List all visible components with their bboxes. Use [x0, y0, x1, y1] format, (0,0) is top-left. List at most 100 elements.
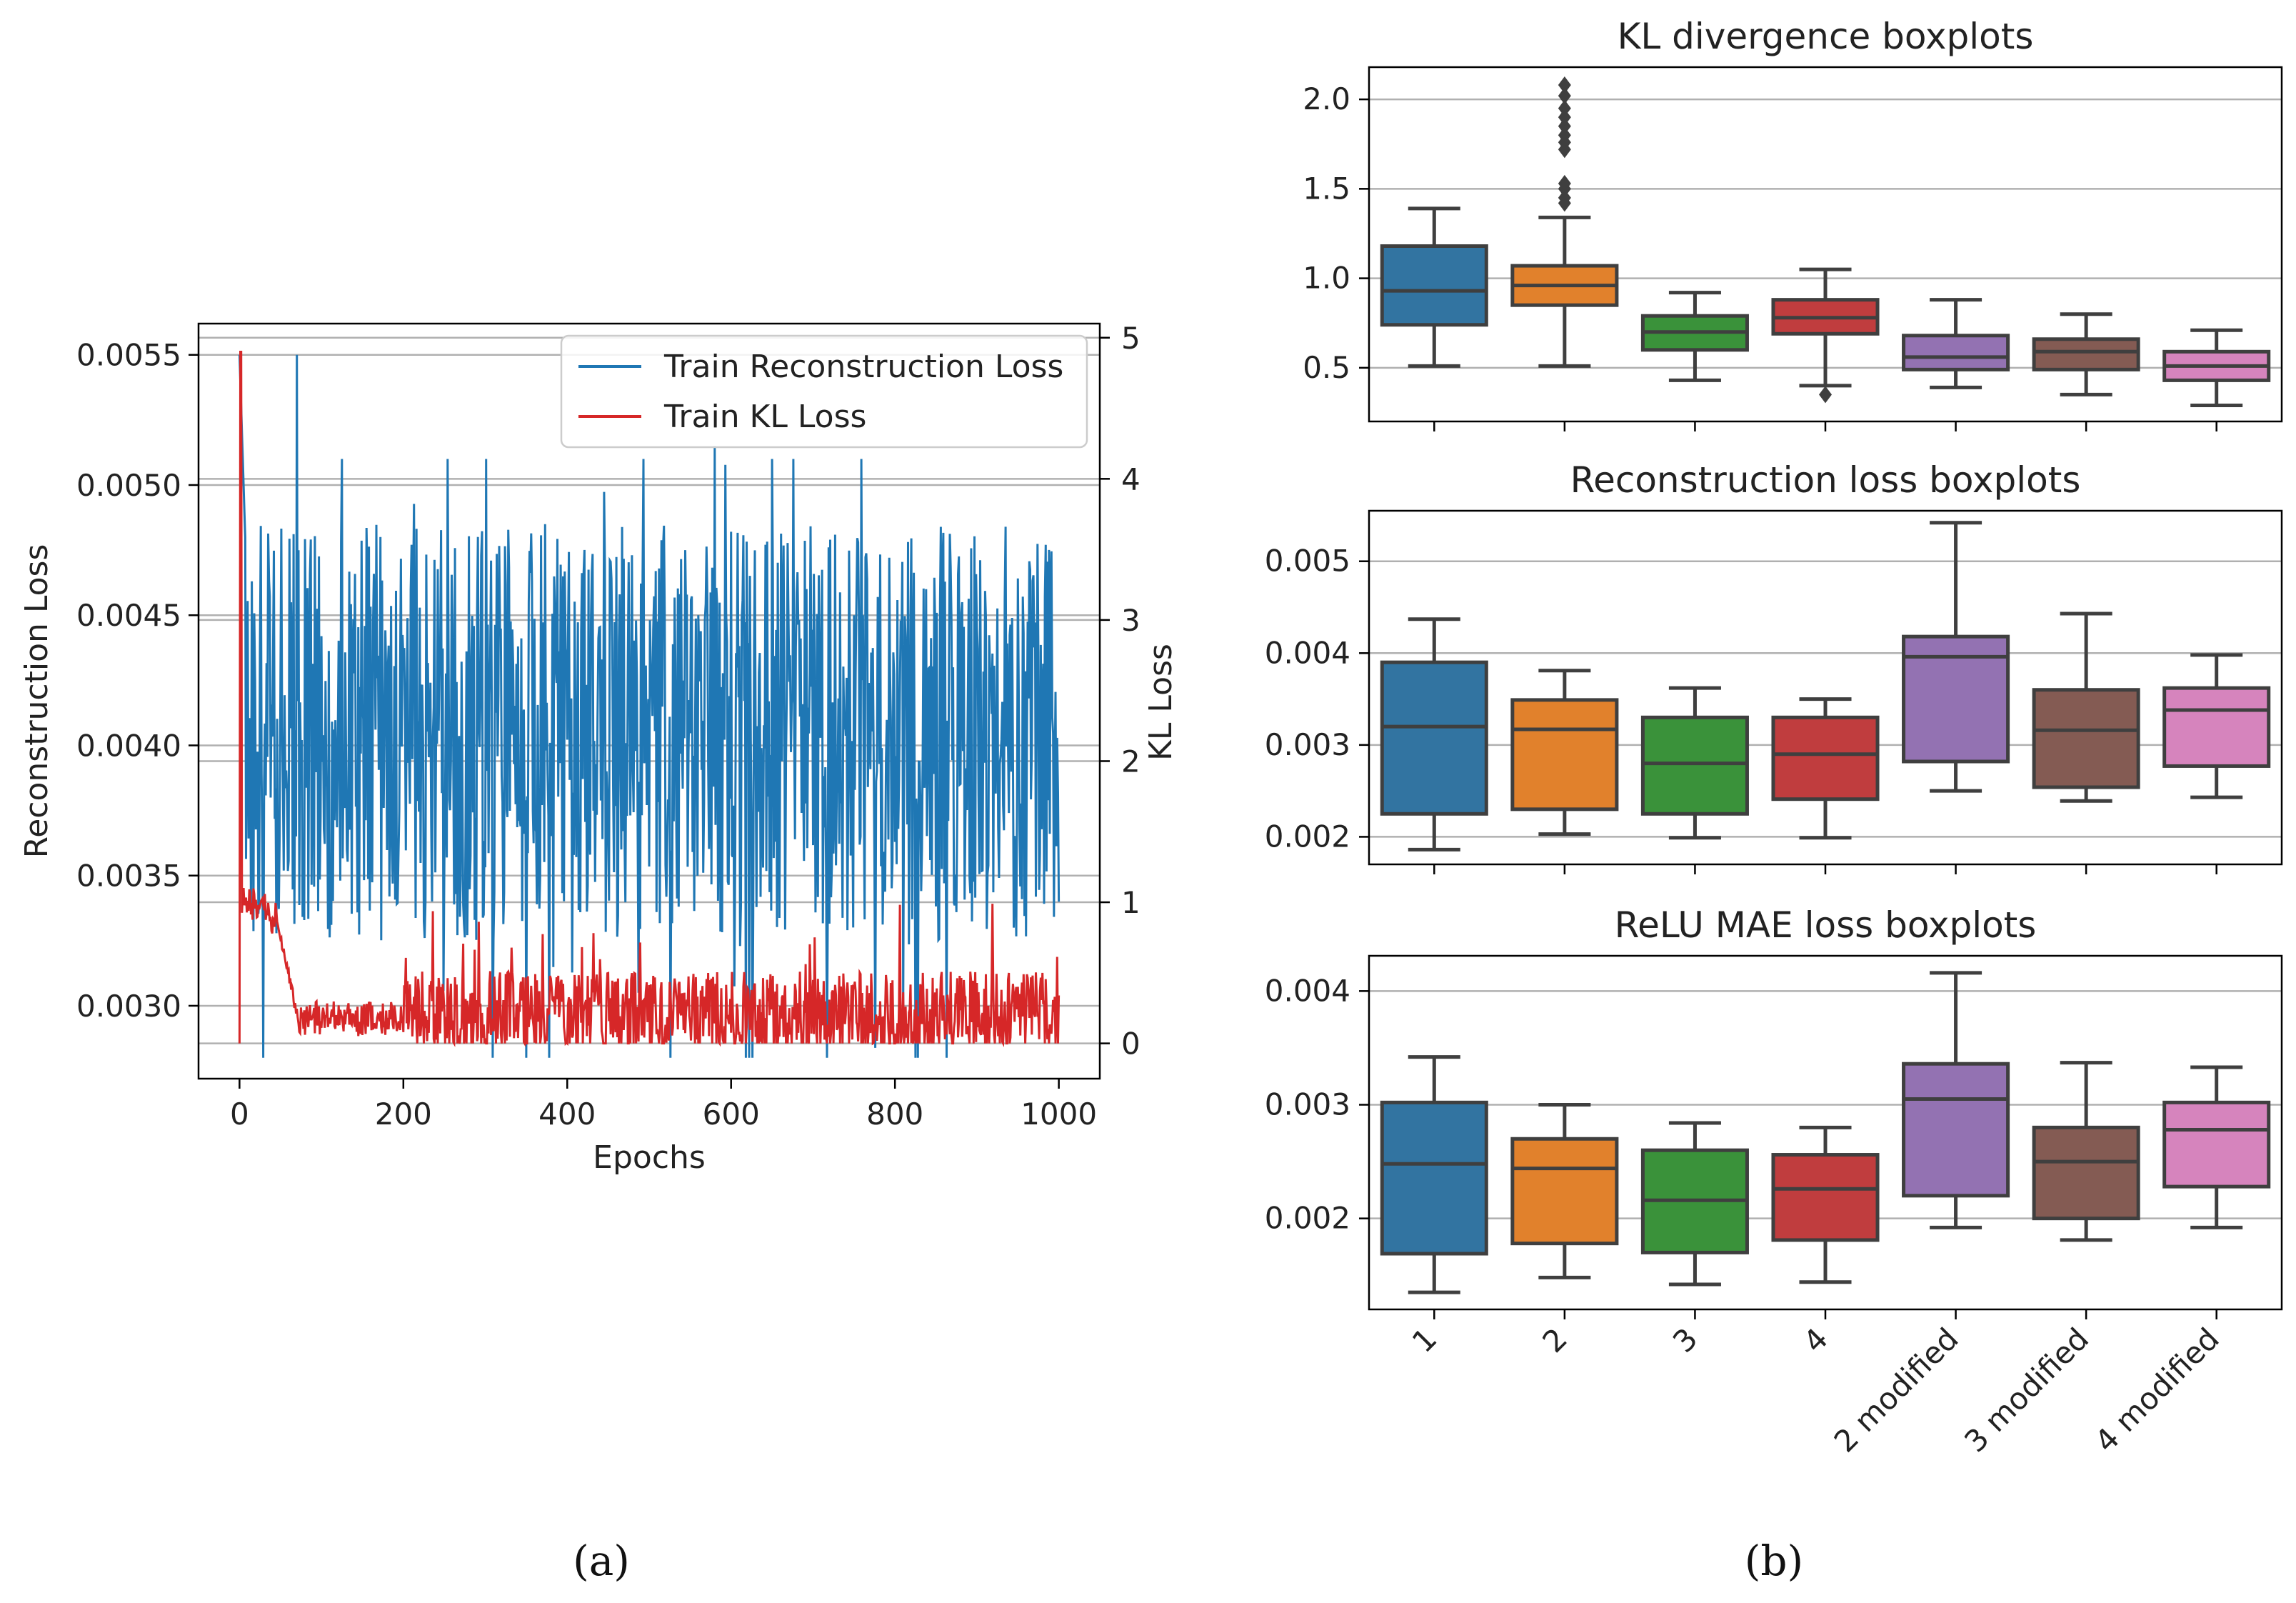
box-3 [1640, 1121, 1749, 1287]
x-tick-label: 600 [703, 1097, 760, 1132]
box-body [1380, 660, 1488, 816]
y-left-tick-label: 0.0045 [76, 598, 181, 633]
subplot-title: Reconstruction loss boxplots [1570, 459, 2081, 501]
box-4 [1771, 697, 1880, 840]
legend-label-kl: Train KL Loss [663, 399, 866, 435]
x-tick-label: 3 [1666, 1321, 1705, 1359]
box-body [1771, 1153, 1880, 1242]
box-body [1771, 715, 1880, 802]
y-right-tick-label: 1 [1121, 885, 1141, 920]
y-tick-label: 1.5 [1303, 171, 1350, 206]
y-tick-label: 0.003 [1265, 1087, 1350, 1122]
panel-b: 0.51.01.52.0KL divergence boxplots0.0020… [1265, 16, 2283, 1585]
y-tick-label: 0.004 [1265, 973, 1350, 1008]
legend: Train Reconstruction Loss Train KL Loss [560, 334, 1088, 449]
box-1 [1380, 617, 1488, 852]
series-line-kl [238, 351, 1061, 1048]
flier-point [1558, 87, 1571, 105]
x-tick-label: 800 [866, 1097, 923, 1132]
y-axis-left-label: Reconstruction Loss [19, 544, 55, 859]
box-body [1510, 698, 1619, 812]
x-tick-label: 3 modified [1957, 1321, 2095, 1459]
y-tick-label: 0.004 [1265, 635, 1350, 670]
box-4 [1771, 267, 1880, 404]
box-body [1380, 244, 1488, 327]
flier-point [1558, 189, 1571, 206]
box-2-modified [1902, 971, 2010, 1229]
x-tick-label: 4 modified [2088, 1321, 2226, 1459]
x-axis-label: Epochs [593, 1139, 706, 1176]
box-3 [1640, 291, 1749, 382]
y-left-tick-label: 0.0055 [76, 338, 181, 373]
panel-a: 0 200 400 600 800 1000 0.0030 0.0035 0.0040 0.004… [19, 321, 1179, 1585]
box-3 [1640, 686, 1749, 840]
box-body [2162, 1100, 2271, 1189]
box-body [1510, 1137, 1619, 1246]
box-3-modified [2032, 1061, 2140, 1242]
box-1 [1380, 206, 1488, 368]
box-2-modified [1902, 298, 2010, 389]
y-left-tick-label: 0.0030 [76, 989, 181, 1024]
box-body [1380, 1100, 1488, 1256]
box-body [2032, 1125, 2140, 1221]
y-tick-label: 0.002 [1265, 1201, 1350, 1236]
x-tick-label: 4 [1797, 1321, 1835, 1359]
y-right-tick-label: 4 [1121, 461, 1141, 496]
y-right-tick-label: 0 [1121, 1027, 1141, 1062]
box-3-modified [2032, 611, 2140, 803]
box-3-modified [2032, 312, 2140, 396]
y-right-tick-label: 2 [1121, 744, 1141, 779]
box-4-modified [2162, 328, 2271, 407]
y-left-tick-label: 0.0040 [76, 728, 181, 763]
x-tick-label: 400 [538, 1097, 596, 1132]
series-line-reconstruction [238, 354, 1061, 1058]
legend-label-reconstruction: Train Reconstruction Loss [663, 349, 1063, 385]
flier-point [1558, 76, 1571, 94]
x-tick-label: 200 [375, 1097, 432, 1132]
box-body [2162, 686, 2271, 768]
caption-a: (a) [573, 1537, 630, 1585]
box-2 [1510, 669, 1619, 837]
flier-point [1558, 174, 1571, 192]
box-body [1640, 715, 1749, 816]
flier-point [1558, 117, 1571, 135]
subplot-title: ReLU MAE loss boxplots [1615, 904, 2037, 946]
box-1 [1380, 1055, 1488, 1294]
y-left-tick-label: 0.0050 [76, 468, 181, 503]
x-tick-label: 0 [230, 1097, 249, 1132]
y-tick-label: 0.003 [1265, 727, 1350, 762]
box-2 [1510, 1103, 1619, 1279]
y-tick-label: 0.5 [1303, 350, 1350, 385]
flier-point [1558, 126, 1571, 144]
x-tick-label: 2 [1535, 1321, 1574, 1359]
x-tick-label: 1000 [1021, 1097, 1097, 1132]
y-tick-label: 0.002 [1265, 819, 1350, 854]
flier-point [1558, 109, 1571, 126]
plot-frame-a [197, 322, 1101, 1080]
subplot-title: KL divergence boxplots [1618, 16, 2034, 57]
x-tick-label: 2 modified [1828, 1321, 1965, 1459]
subplot-2: 0.002 0.003 0.004 0.005 Reconstruction loss … [1265, 459, 2283, 874]
box-body [2032, 688, 2140, 789]
subplot-3: 0.002 0.003 0.004 ReLU MAE loss boxplots 1 2 3… [1265, 904, 2283, 1459]
legend-frame [560, 334, 1088, 449]
y-tick-label: 1.0 [1303, 261, 1350, 296]
y-tick-label: 2.0 [1303, 81, 1350, 116]
subplot-1: 0.5 1.0 1.5 2.0 KL divergence boxplots [1303, 16, 2283, 431]
box-body [1902, 334, 2010, 371]
flier-point [1558, 99, 1571, 117]
y-right-tick-label: 3 [1121, 603, 1141, 638]
box-4-modified [2162, 1065, 2271, 1229]
box-2 [1510, 76, 1619, 368]
caption-b: (b) [1745, 1537, 1803, 1585]
flier-point [1819, 386, 1832, 404]
box-4-modified [2162, 653, 2271, 799]
y-right-tick-label: 5 [1121, 321, 1141, 356]
y-left-tick-label: 0.0035 [76, 859, 181, 894]
box-body [2032, 337, 2140, 371]
box-2-modified [1902, 521, 2010, 793]
box-4 [1771, 1125, 1880, 1284]
y-axis-right-label: KL Loss [1143, 644, 1179, 761]
x-tick-label: 1 [1405, 1321, 1444, 1359]
